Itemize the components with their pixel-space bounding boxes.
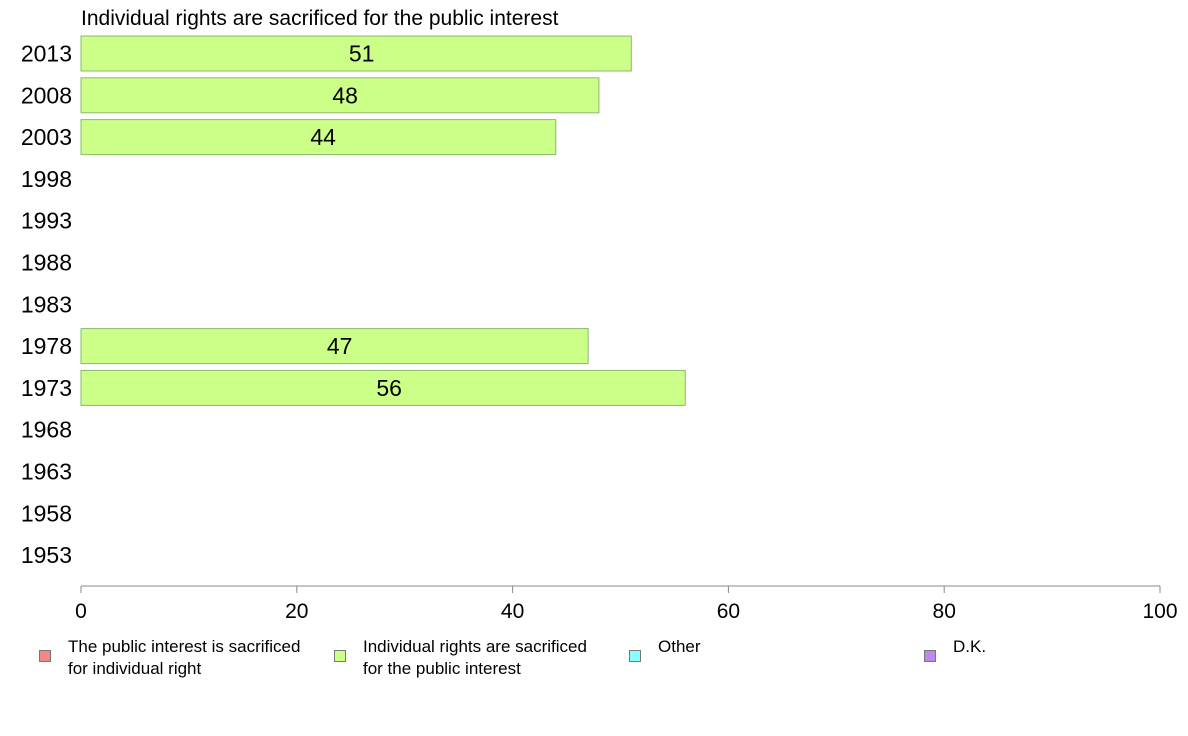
y-tick-label: 2013 (21, 41, 72, 67)
bar-value-label: 56 (376, 375, 402, 401)
y-tick-label: 1988 (21, 250, 72, 276)
y-tick-label: 1978 (21, 333, 72, 359)
legend-item-individual-rights-sacrificed: Individual rights are sacrificed for the… (334, 636, 587, 680)
legend: The public interest is sacrificed for in… (0, 636, 1188, 686)
x-tick-label: 20 (285, 600, 308, 623)
x-tick-label: 80 (933, 600, 956, 623)
bar-value-label: 47 (327, 333, 353, 359)
x-tick-label: 100 (1142, 600, 1177, 623)
y-tick-label: 1968 (21, 417, 72, 443)
legend-label: D.K. (953, 637, 987, 656)
bar (80, 77, 600, 114)
bar (80, 328, 589, 365)
bar (80, 119, 557, 156)
legend-item-other: Other (629, 636, 701, 662)
y-axis-labels: 2013 2008 2003 1998 1993 1988 1983 1978 1973 1968… (21, 41, 72, 569)
x-tick-label: 40 (501, 600, 524, 623)
y-tick-label: 1973 (21, 375, 72, 401)
y-tick-label: 1963 (21, 459, 72, 485)
bar (80, 35, 632, 72)
legend-item-dk: D.K. (924, 636, 986, 662)
x-tick-label: 60 (717, 600, 740, 623)
legend-swatch (629, 650, 641, 662)
y-tick-label: 1993 (21, 208, 72, 234)
legend-swatch (334, 650, 346, 662)
legend-swatch (924, 650, 936, 662)
bar (80, 369, 686, 406)
legend-swatch (39, 650, 51, 662)
bar-value-label: 51 (349, 41, 375, 67)
legend-label: The public interest is sacrificed for in… (68, 637, 301, 678)
legend-label: Individual rights are sacrificed for the… (363, 637, 587, 678)
y-tick-label: 1953 (21, 542, 72, 568)
y-tick-label: 1983 (21, 291, 72, 317)
x-tick-label: 0 (75, 600, 87, 623)
bar-value-label: 44 (310, 124, 336, 150)
chart-title: Individual rights are sacrificed for the… (81, 7, 559, 30)
y-tick-label: 2003 (21, 124, 72, 150)
x-axis: 0 20 40 60 80 100 (75, 585, 1178, 623)
bars: 51 48 44 47 56 (80, 35, 686, 406)
y-tick-label: 2008 (21, 82, 72, 108)
bar-value-label: 48 (332, 82, 358, 108)
legend-item-public-interest-sacrificed: The public interest is sacrificed for in… (39, 636, 300, 680)
y-tick-label: 1998 (21, 166, 72, 192)
y-tick-label: 1958 (21, 500, 72, 526)
legend-label: Other (658, 637, 701, 656)
